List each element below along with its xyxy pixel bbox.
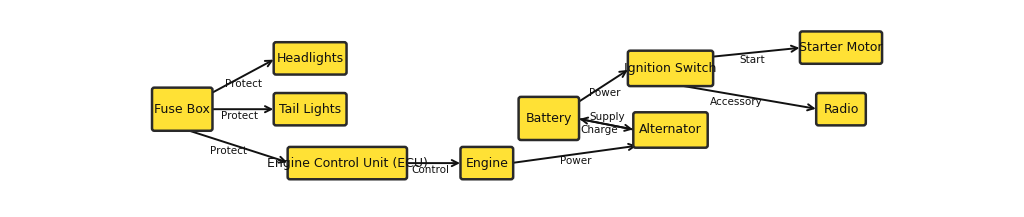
FancyBboxPatch shape: [518, 97, 579, 140]
FancyBboxPatch shape: [628, 51, 713, 86]
Text: Control: Control: [412, 165, 450, 175]
FancyBboxPatch shape: [288, 147, 407, 179]
Text: Battery: Battery: [525, 112, 572, 125]
Text: Starter Motor: Starter Motor: [800, 41, 883, 54]
FancyBboxPatch shape: [816, 93, 866, 125]
Text: Power: Power: [560, 156, 592, 166]
Text: Start: Start: [740, 55, 766, 65]
Text: Alternator: Alternator: [639, 123, 701, 136]
Text: Radio: Radio: [823, 103, 859, 116]
Text: Charge: Charge: [581, 125, 617, 135]
FancyBboxPatch shape: [273, 93, 346, 125]
FancyBboxPatch shape: [273, 42, 346, 75]
Text: Protect: Protect: [221, 111, 258, 121]
FancyBboxPatch shape: [152, 88, 212, 131]
Text: Ignition Switch: Ignition Switch: [625, 62, 717, 75]
Text: Supply: Supply: [590, 112, 626, 122]
Text: Tail Lights: Tail Lights: [280, 103, 341, 116]
Text: Engine Control Unit (ECU): Engine Control Unit (ECU): [267, 157, 428, 170]
Text: Power: Power: [589, 88, 621, 98]
Text: Headlights: Headlights: [276, 52, 344, 65]
Text: Accessory: Accessory: [710, 97, 762, 107]
FancyBboxPatch shape: [800, 31, 882, 64]
Text: Protect: Protect: [224, 79, 261, 89]
FancyBboxPatch shape: [633, 112, 708, 148]
Text: Fuse Box: Fuse Box: [155, 103, 210, 116]
Text: Protect: Protect: [210, 146, 247, 156]
FancyBboxPatch shape: [461, 147, 513, 179]
Text: Engine: Engine: [465, 157, 508, 170]
